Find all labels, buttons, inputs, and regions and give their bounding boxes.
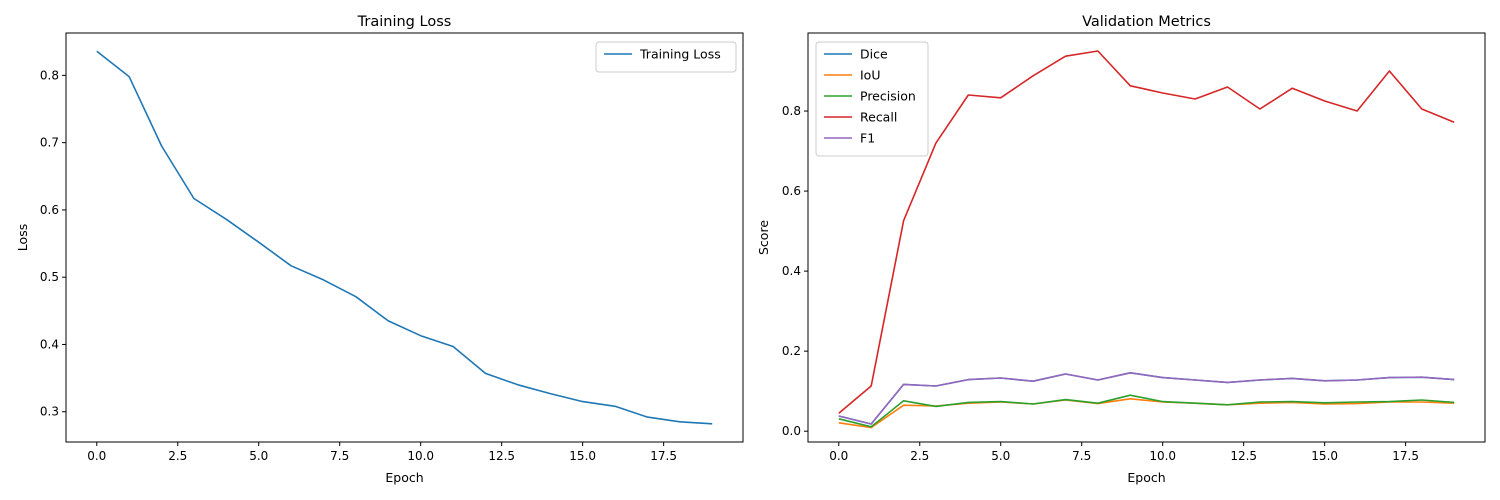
plot-area — [838, 50, 1455, 429]
legend-label: Training Loss — [639, 47, 721, 62]
axes-frame — [807, 32, 1486, 443]
legend-box — [815, 41, 929, 157]
x-tick-label: 5.0 — [991, 449, 1010, 463]
chart-title: Training Loss — [357, 14, 452, 30]
legend: Dice IoU Precision Recall F1 — [815, 41, 929, 157]
y-tick-label: 0.4 — [782, 264, 801, 278]
legend-label: Dice — [860, 47, 888, 62]
x-tick-label: 17.5 — [1392, 449, 1419, 463]
x-axis-label: Epoch — [385, 470, 423, 485]
x-tick-label: 12.5 — [488, 449, 515, 463]
legend: Training Loss — [595, 41, 737, 73]
y-tick-label: 0.5 — [40, 270, 59, 284]
series-line-recall — [838, 50, 1455, 414]
legend-label: IoU — [860, 68, 880, 83]
y-tick-label: 0.0 — [782, 424, 801, 438]
y-tick-label: 0.7 — [40, 136, 59, 150]
y-ticks: 0.0 0.2 0.4 0.6 0.8 — [782, 104, 808, 438]
x-tick-label: 7.5 — [330, 449, 349, 463]
x-ticks: 0.0 2.5 5.0 7.5 10.0 12.5 15.0 17.5 — [87, 442, 677, 463]
y-tick-label: 0.6 — [40, 203, 59, 217]
training-loss-panel: Training Loss Epoch Loss 0.0 2.5 5.0 7.5 10.… — [15, 14, 744, 485]
y-axis-label: Score — [756, 220, 771, 255]
x-tick-label: 10.0 — [407, 449, 434, 463]
validation-metrics-panel: Validation Metrics Epoch Score 0.0 2.5 5.0… — [756, 14, 1486, 485]
y-axis-label: Loss — [15, 224, 30, 251]
x-tick-label: 15.0 — [569, 449, 596, 463]
x-tick-label: 7.5 — [1072, 449, 1091, 463]
x-tick-label: 5.0 — [249, 449, 268, 463]
legend-label: Recall — [860, 110, 897, 125]
y-ticks: 0.3 0.4 0.5 0.6 0.7 0.8 — [40, 68, 66, 419]
x-tick-label: 12.5 — [1230, 449, 1257, 463]
x-tick-label: 0.0 — [87, 449, 106, 463]
x-tick-label: 0.0 — [829, 449, 848, 463]
y-tick-label: 0.8 — [40, 68, 59, 82]
legend-box — [595, 41, 737, 73]
x-tick-label: 2.5 — [910, 449, 929, 463]
x-ticks: 0.0 2.5 5.0 7.5 10.0 12.5 15.0 17.5 — [829, 442, 1419, 463]
x-tick-label: 2.5 — [168, 449, 187, 463]
x-tick-label: 17.5 — [650, 449, 677, 463]
axes-frame — [65, 32, 744, 443]
y-tick-label: 0.8 — [782, 104, 801, 118]
y-tick-label: 0.6 — [782, 184, 801, 198]
x-tick-label: 10.0 — [1149, 449, 1176, 463]
plot-area — [96, 50, 713, 425]
series-line-precision — [838, 394, 1455, 428]
legend-label: F1 — [860, 131, 875, 146]
y-tick-label: 0.3 — [40, 405, 59, 419]
series-line-f1 — [838, 371, 1455, 425]
chart-title: Validation Metrics — [1082, 14, 1211, 30]
x-axis-label: Epoch — [1127, 470, 1165, 485]
x-tick-label: 15.0 — [1311, 449, 1338, 463]
legend-label: Precision — [860, 89, 916, 104]
y-tick-label: 0.2 — [782, 344, 801, 358]
series-line-training-loss — [96, 50, 713, 425]
y-tick-label: 0.4 — [40, 337, 59, 351]
